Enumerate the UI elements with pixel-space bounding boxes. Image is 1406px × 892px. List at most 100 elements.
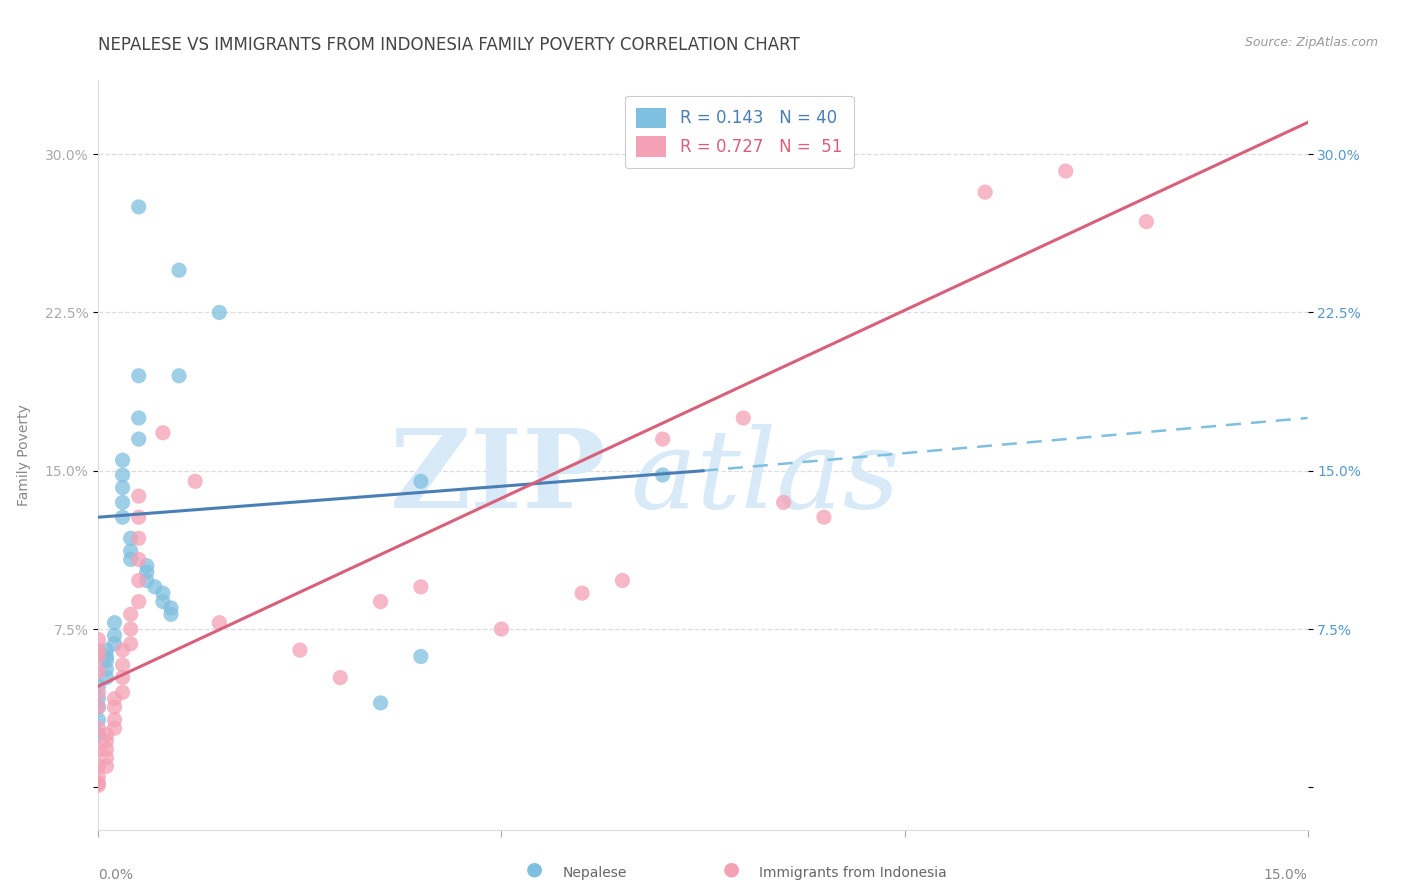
- Point: [111, 685, 134, 699]
- Text: Nepalese: Nepalese: [562, 866, 627, 880]
- Point: [128, 200, 150, 214]
- Point: [96, 662, 118, 676]
- Point: [120, 637, 142, 651]
- Point: [87, 728, 110, 742]
- Point: [111, 467, 134, 482]
- Point: [87, 632, 110, 647]
- Point: [135, 565, 157, 579]
- Point: [128, 510, 150, 524]
- Text: ZIP: ZIP: [389, 424, 606, 531]
- Point: [128, 368, 150, 383]
- Point: [87, 776, 110, 790]
- Text: ●: ●: [526, 860, 543, 879]
- Point: [135, 574, 157, 588]
- Point: [87, 665, 110, 679]
- Point: [103, 637, 125, 651]
- Point: [152, 586, 174, 600]
- Point: [103, 721, 125, 735]
- Point: [651, 467, 673, 482]
- Point: [96, 734, 118, 748]
- Point: [103, 713, 125, 727]
- Point: [128, 531, 150, 545]
- Y-axis label: Family Poverty: Family Poverty: [17, 404, 31, 506]
- Point: [409, 649, 432, 664]
- Point: [1054, 164, 1077, 178]
- Point: [111, 657, 134, 672]
- Point: [167, 263, 190, 277]
- Point: [87, 778, 110, 792]
- Text: Source: ZipAtlas.com: Source: ZipAtlas.com: [1244, 36, 1378, 49]
- Point: [103, 691, 125, 706]
- Point: [87, 691, 110, 706]
- Point: [152, 425, 174, 440]
- Point: [160, 607, 183, 622]
- Point: [288, 643, 311, 657]
- Point: [111, 510, 134, 524]
- Point: [111, 495, 134, 509]
- Point: [143, 580, 166, 594]
- Point: [96, 654, 118, 668]
- Point: [167, 368, 190, 383]
- Text: NEPALESE VS IMMIGRANTS FROM INDONESIA FAMILY POVERTY CORRELATION CHART: NEPALESE VS IMMIGRANTS FROM INDONESIA FA…: [98, 36, 800, 54]
- Point: [571, 586, 593, 600]
- Text: 15.0%: 15.0%: [1264, 868, 1308, 881]
- Point: [120, 531, 142, 545]
- Text: ●: ●: [723, 860, 740, 879]
- Point: [96, 643, 118, 657]
- Point: [370, 696, 392, 710]
- Point: [111, 453, 134, 467]
- Point: [87, 649, 110, 664]
- Point: [208, 615, 231, 630]
- Point: [152, 594, 174, 608]
- Point: [87, 742, 110, 756]
- Point: [96, 649, 118, 664]
- Point: [128, 594, 150, 608]
- Point: [87, 643, 110, 657]
- Point: [87, 721, 110, 735]
- Point: [111, 671, 134, 685]
- Point: [87, 713, 110, 727]
- Point: [1135, 215, 1157, 229]
- Point: [733, 411, 755, 425]
- Point: [160, 601, 183, 615]
- Point: [208, 305, 231, 319]
- Point: [120, 552, 142, 566]
- Point: [128, 432, 150, 446]
- Point: [96, 728, 118, 742]
- Point: [87, 700, 110, 714]
- Point: [409, 580, 432, 594]
- Point: [128, 574, 150, 588]
- Point: [103, 700, 125, 714]
- Point: [120, 607, 142, 622]
- Point: [409, 475, 432, 489]
- Point: [772, 495, 794, 509]
- Legend: R = 0.143   N = 40, R = 0.727   N =  51: R = 0.143 N = 40, R = 0.727 N = 51: [624, 96, 853, 169]
- Point: [612, 574, 634, 588]
- Point: [128, 489, 150, 503]
- Point: [370, 594, 392, 608]
- Point: [111, 643, 134, 657]
- Point: [120, 622, 142, 636]
- Point: [87, 770, 110, 784]
- Point: [96, 742, 118, 756]
- Point: [111, 481, 134, 495]
- Point: [96, 759, 118, 773]
- Point: [813, 510, 835, 524]
- Point: [103, 615, 125, 630]
- Text: Immigrants from Indonesia: Immigrants from Indonesia: [759, 866, 948, 880]
- Point: [651, 432, 673, 446]
- Text: 0.0%: 0.0%: [98, 868, 134, 881]
- Point: [87, 759, 110, 773]
- Point: [329, 671, 352, 685]
- Point: [103, 628, 125, 642]
- Point: [135, 558, 157, 573]
- Point: [128, 411, 150, 425]
- Point: [128, 552, 150, 566]
- Point: [96, 671, 118, 685]
- Point: [184, 475, 207, 489]
- Point: [87, 685, 110, 699]
- Text: atlas: atlas: [630, 424, 900, 531]
- Point: [974, 185, 997, 199]
- Point: [96, 751, 118, 765]
- Point: [491, 622, 513, 636]
